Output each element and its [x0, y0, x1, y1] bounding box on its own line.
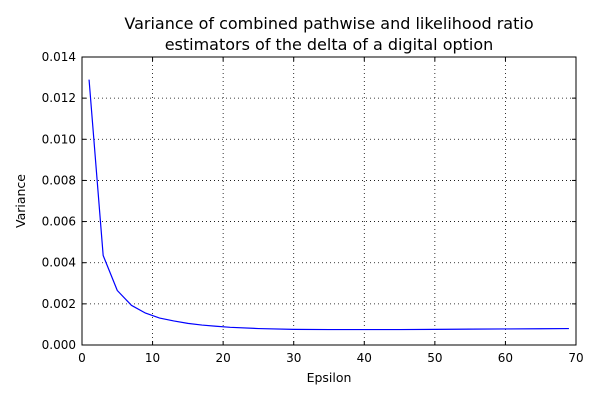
- x-tick-label: 0: [78, 351, 86, 365]
- x-tick-label: 50: [427, 351, 442, 365]
- x-tick-label: 10: [145, 351, 160, 365]
- x-tick-label: 20: [216, 351, 231, 365]
- x-tick-label: 70: [568, 351, 583, 365]
- chart-title-line-1: Variance of combined pathwise and likeli…: [124, 14, 533, 33]
- x-tick-label: 40: [357, 351, 372, 365]
- y-tick-label: 0.014: [42, 50, 76, 64]
- grid: [82, 57, 576, 345]
- series-layer: [88, 79, 569, 331]
- plot-frame: [81, 56, 577, 346]
- y-tick-label: 0.010: [42, 132, 76, 146]
- variance-line: [88, 79, 569, 331]
- y-tick-label: 0.000: [42, 338, 76, 352]
- y-tick-label: 0.002: [42, 297, 76, 311]
- y-tick-label: 0.004: [42, 256, 76, 270]
- x-tick-label: 60: [498, 351, 513, 365]
- y-axis-label: Variance: [13, 174, 28, 228]
- chart-title-line-2: estimators of the delta of a digital opt…: [165, 35, 494, 54]
- y-tick-label: 0.012: [42, 91, 76, 105]
- ticks: 0 10 20 30 40 50 60 70 0.000 0.002 0.004 0.006 0.008…: [42, 50, 584, 365]
- x-tick-label: 30: [286, 351, 301, 365]
- x-axis-label: Epsilon: [307, 370, 352, 385]
- y-tick-label: 0.008: [42, 173, 76, 187]
- y-tick-label: 0.006: [42, 215, 76, 229]
